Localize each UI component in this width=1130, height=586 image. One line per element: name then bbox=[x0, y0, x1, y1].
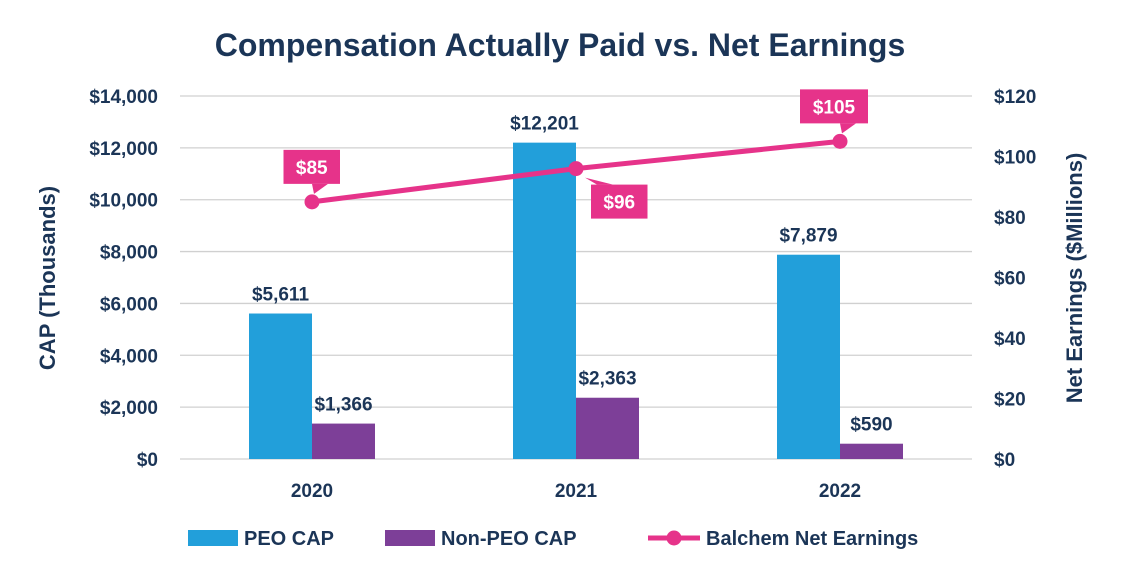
y2-tick-label: $80 bbox=[994, 208, 1026, 229]
legend: PEO CAP Non-PEO CAP Balchem Net Earnings bbox=[188, 528, 918, 550]
y2-axis-label: Net Earnings ($Millions) bbox=[1062, 153, 1087, 404]
bar-peo-cap bbox=[513, 142, 576, 459]
callout-box bbox=[591, 184, 648, 219]
x-tick-label: 2020 bbox=[291, 481, 333, 502]
bar-non-peo-cap bbox=[312, 423, 375, 459]
net-earnings-point bbox=[832, 133, 848, 149]
y-tick-label: $14,000 bbox=[89, 87, 158, 108]
callout-pointer bbox=[840, 123, 856, 134]
y2-tick-label: $20 bbox=[994, 390, 1026, 411]
legend-label: Non-PEO CAP bbox=[441, 528, 577, 550]
legend-swatch bbox=[188, 530, 238, 546]
y-tick-label: $4,000 bbox=[100, 346, 158, 367]
net-earnings-point bbox=[304, 194, 320, 210]
callout-pointer bbox=[585, 177, 613, 185]
net-earnings-line bbox=[304, 133, 848, 210]
y-tick-label: $12,000 bbox=[89, 139, 158, 160]
bar-peo-cap bbox=[249, 313, 312, 459]
bars bbox=[249, 142, 903, 459]
y-tick-label: $8,000 bbox=[100, 243, 158, 264]
y-tick-label: $6,000 bbox=[100, 294, 158, 315]
y2-tick-label: $0 bbox=[994, 450, 1015, 471]
line-data-label: $96 bbox=[603, 193, 635, 214]
legend-swatch bbox=[385, 530, 435, 546]
bar-peo-cap bbox=[777, 254, 840, 459]
bar-non-peo-cap bbox=[840, 443, 903, 459]
bar-data-label: $2,363 bbox=[578, 369, 636, 390]
y2-tick-label: $40 bbox=[994, 329, 1026, 350]
callout-box bbox=[283, 149, 340, 184]
legend-label: PEO CAP bbox=[244, 528, 334, 550]
y-tick-label: $10,000 bbox=[89, 191, 158, 212]
net-earnings-point bbox=[568, 161, 584, 177]
y-tick-label: $2,000 bbox=[100, 398, 158, 419]
bar-data-label: $1,366 bbox=[314, 395, 372, 416]
callout-box bbox=[800, 89, 868, 124]
x-tick-label: 2021 bbox=[555, 481, 598, 502]
y2-tick-label: $60 bbox=[994, 269, 1026, 290]
y2-tick-label: $120 bbox=[994, 87, 1036, 108]
legend-marker bbox=[666, 530, 682, 546]
data-labels: $5,611 $12,201 $7,879 $1,366 $2,363 $590 $85 $9… bbox=[252, 89, 893, 436]
bar-data-label: $590 bbox=[850, 415, 892, 436]
bar-data-label: $7,879 bbox=[779, 226, 837, 247]
tick-labels: $0 $2,000 $4,000 $6,000 $8,000 $10,000 $12,000… bbox=[89, 87, 1036, 502]
bar-non-peo-cap bbox=[576, 397, 639, 459]
y-axis-label: CAP (Thousands) bbox=[35, 186, 60, 370]
bar-data-label: $5,611 bbox=[252, 285, 309, 306]
line-data-label: $105 bbox=[813, 97, 856, 118]
y-tick-label: $0 bbox=[137, 450, 158, 471]
y2-tick-label: $100 bbox=[994, 148, 1036, 169]
x-tick-label: 2022 bbox=[819, 481, 861, 502]
chart-title: Compensation Actually Paid vs. Net Earni… bbox=[215, 27, 906, 63]
legend-label: Balchem Net Earnings bbox=[706, 528, 918, 550]
line-data-label: $85 bbox=[296, 158, 328, 179]
bar-data-label: $12,201 bbox=[510, 114, 579, 135]
callout-pointer bbox=[312, 183, 328, 194]
